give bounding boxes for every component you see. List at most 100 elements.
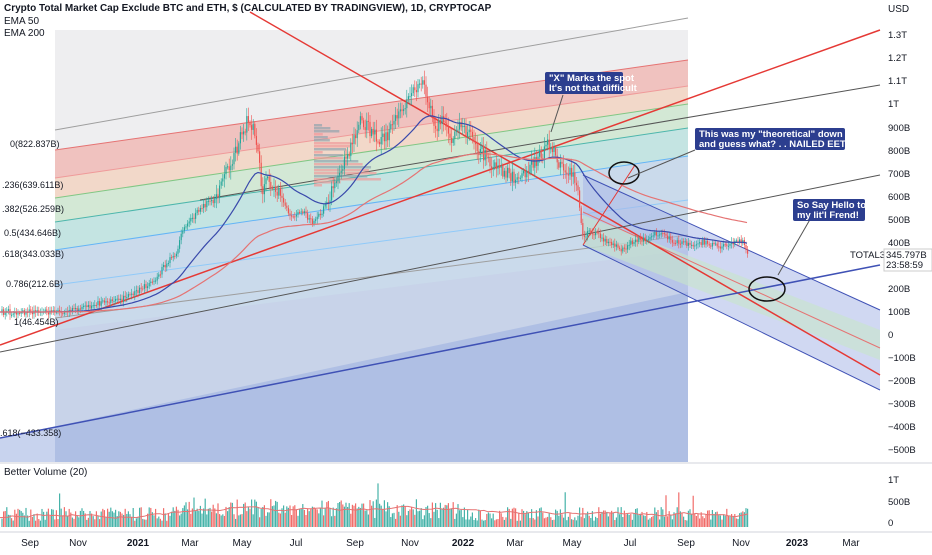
volume-bar xyxy=(307,508,309,527)
candle-body xyxy=(729,243,731,246)
x-marks-note[interactable]: "X" Marks the spot It's not that difficu… xyxy=(545,72,638,94)
candle-body xyxy=(158,274,160,277)
volume-bar xyxy=(451,508,453,527)
volume-profile-bar xyxy=(314,184,323,187)
volume-bar xyxy=(678,492,680,527)
candle-body xyxy=(683,241,685,243)
candle-body xyxy=(131,293,133,295)
volume-bar xyxy=(78,517,80,527)
say-hello-note[interactable]: So Say Hello to my lit'l Frend! xyxy=(793,199,866,221)
candle-body xyxy=(156,276,158,281)
volume-bar xyxy=(108,511,110,527)
candle-body xyxy=(387,132,389,141)
volume-ma-line xyxy=(0,505,749,519)
candle-body xyxy=(59,309,61,312)
volume-bar xyxy=(622,516,624,527)
volume-bar xyxy=(527,513,529,527)
theoretical-note[interactable]: This was my "theoretical" down fork and … xyxy=(695,128,864,150)
candle-body xyxy=(478,151,480,156)
candle-body xyxy=(54,310,56,313)
volume-bar xyxy=(727,515,729,527)
volume-bar xyxy=(503,519,505,527)
volume-bar xyxy=(299,509,301,527)
price-candles xyxy=(1,70,749,320)
candle-body xyxy=(300,211,302,213)
volume-bar xyxy=(28,520,30,527)
volume-bar xyxy=(623,510,625,527)
candle-body xyxy=(571,167,573,177)
volume-bar xyxy=(20,511,22,527)
candle-body xyxy=(19,312,21,314)
volume-bar xyxy=(393,512,395,527)
candle-body xyxy=(419,83,421,85)
volume-bar xyxy=(163,508,165,527)
volume-title[interactable]: Better Volume (20) xyxy=(4,467,88,478)
volume-bar xyxy=(734,514,736,527)
candle-body xyxy=(257,144,259,152)
volume-bar xyxy=(252,514,254,527)
volume-bar xyxy=(415,499,417,527)
candle-body xyxy=(203,203,205,209)
volume-bar xyxy=(473,519,475,527)
volume-profile-bar xyxy=(314,178,381,181)
indicator-ema50[interactable]: EMA 50 xyxy=(4,16,40,27)
candle-body xyxy=(742,240,744,244)
volume-profile-bar xyxy=(314,154,343,157)
candle-body xyxy=(686,241,688,246)
candle-body xyxy=(745,244,747,250)
candle-body xyxy=(12,313,14,315)
candle-body xyxy=(716,243,718,247)
volume-bar xyxy=(633,513,635,527)
volume-bar xyxy=(567,516,569,527)
candle-body xyxy=(379,142,381,145)
candle-body xyxy=(403,109,405,112)
volume-bar xyxy=(147,513,149,527)
candle-body xyxy=(689,242,691,245)
candle-body xyxy=(667,235,669,240)
volume-bar xyxy=(692,495,694,527)
volume-bar xyxy=(188,501,190,527)
candle-body xyxy=(303,211,305,213)
volume-bar xyxy=(279,513,281,527)
candle-body xyxy=(231,164,233,166)
volume-bar xyxy=(652,515,654,527)
volume-bar xyxy=(721,519,723,527)
candle-body xyxy=(415,90,417,93)
volume-bar xyxy=(745,508,747,527)
volume-bar xyxy=(707,510,709,527)
candle-body xyxy=(279,188,281,196)
volume-bar xyxy=(679,511,681,527)
volume-bar xyxy=(151,512,153,527)
candle-body xyxy=(308,218,310,220)
volume-bar xyxy=(35,520,37,527)
candle-body xyxy=(211,200,213,202)
candle-body xyxy=(135,290,137,292)
volume-bar xyxy=(409,509,411,527)
volume-bar xyxy=(577,515,579,527)
candle-body xyxy=(164,264,166,268)
price-axis[interactable]: USD 1.3T 1.2T 1.1T 1T 900B 800B 700B 600B 500B 40… xyxy=(882,0,932,462)
candle-body xyxy=(390,124,392,130)
candle-body xyxy=(286,205,288,208)
currency-label: USD xyxy=(888,4,909,15)
volume-bar xyxy=(465,519,467,527)
volume-bar xyxy=(463,507,465,527)
indicator-ema200[interactable]: EMA 200 xyxy=(4,28,45,39)
volume-bar xyxy=(716,511,718,527)
candle-body xyxy=(630,240,632,245)
candle-body xyxy=(180,233,182,241)
candle-body xyxy=(711,242,713,247)
candle-body xyxy=(207,200,209,202)
volume-bar xyxy=(102,508,104,527)
candle-body xyxy=(526,170,528,178)
candle-body xyxy=(161,266,163,275)
volume-bar xyxy=(563,517,565,527)
time-axis[interactable]: Sep Nov 2021 Mar May Jul Sep Nov 2022 Mar May Jul Se… xyxy=(21,538,860,549)
volume-bar xyxy=(556,510,558,527)
volume-bar xyxy=(550,517,552,527)
candle-body xyxy=(62,313,64,315)
volume-bar xyxy=(156,518,158,527)
volume-bar xyxy=(107,508,109,527)
